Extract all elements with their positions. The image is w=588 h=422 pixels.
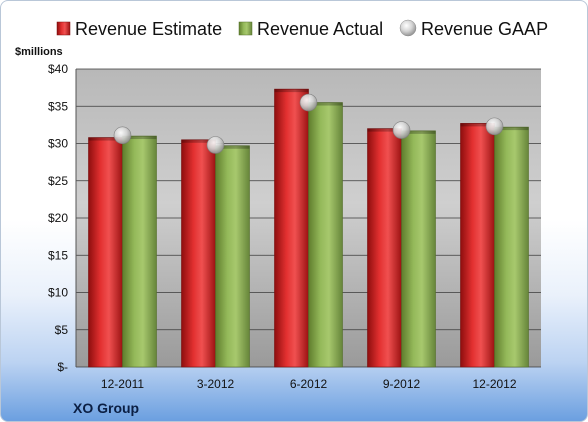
y-tick-label: $25 — [48, 174, 68, 188]
y-tick-label: $40 — [48, 62, 68, 76]
bar-top-shade — [494, 127, 529, 131]
bar-top-shade — [88, 137, 123, 141]
bar-top-shade — [274, 89, 309, 93]
marker-revenue-gaap — [392, 121, 411, 139]
bar-top-shade — [215, 145, 250, 149]
legend-label-estimate: Revenue Estimate — [75, 19, 222, 39]
legend-label-gaap: Revenue GAAP — [421, 19, 548, 39]
x-tick-label: 12-2011 — [101, 377, 144, 391]
bar-top-shade — [308, 102, 343, 106]
y-tick-label: $- — [57, 360, 68, 374]
bar-revenue-actual — [215, 145, 250, 368]
bar-top-shade — [181, 139, 216, 143]
bar-revenue-estimate — [88, 137, 123, 368]
legend-swatch-estimate — [56, 21, 71, 36]
y-tick-label: $20 — [48, 211, 68, 225]
legend-marker-gaap — [399, 19, 417, 37]
x-axis-ticks: 12-2011 3-2012 6-2012 9-2012 12-2012 — [101, 377, 517, 391]
y-tick-label: $10 — [48, 286, 68, 300]
bar-revenue-estimate — [367, 128, 402, 368]
marker-revenue-gaap — [299, 93, 318, 112]
y-tick-label: $35 — [48, 99, 68, 113]
y-tick-label: $5 — [55, 323, 69, 337]
legend: Revenue Estimate Revenue Actual Revenue … — [56, 19, 548, 39]
bar-revenue-estimate — [181, 139, 216, 368]
bar-revenue-actual — [308, 102, 343, 368]
x-tick-label: 9-2012 — [383, 377, 421, 391]
gaap-markers — [113, 93, 504, 154]
y-tick-label: $30 — [48, 137, 68, 151]
bar-top-shade — [122, 136, 157, 140]
bar-revenue-estimate — [274, 88, 309, 368]
y-tick-label: $15 — [48, 248, 68, 262]
marker-revenue-gaap — [113, 126, 132, 145]
bar-top-shade — [401, 130, 436, 134]
marker-revenue-gaap — [206, 136, 225, 154]
marker-revenue-gaap — [485, 117, 504, 136]
legend-swatch-actual — [238, 21, 253, 36]
unit-label: $millions — [15, 46, 63, 58]
y-axis-ticks: $- $5 $10 $15 $20 $25 $30 $35 $40 — [48, 62, 68, 374]
legend-label-actual: Revenue Actual — [257, 19, 383, 39]
x-tick-label: 3-2012 — [197, 377, 235, 391]
bar-revenue-estimate — [460, 123, 495, 368]
bar-revenue-actual — [401, 130, 436, 368]
company-name: XO Group — [73, 400, 139, 416]
x-tick-label: 6-2012 — [290, 377, 328, 391]
x-tick-label: 12-2012 — [472, 377, 516, 391]
bar-revenue-actual — [494, 126, 529, 368]
bars — [88, 88, 529, 368]
bar-revenue-actual — [122, 135, 157, 368]
bar-top-shade — [367, 128, 402, 132]
bar-top-shade — [460, 123, 495, 127]
